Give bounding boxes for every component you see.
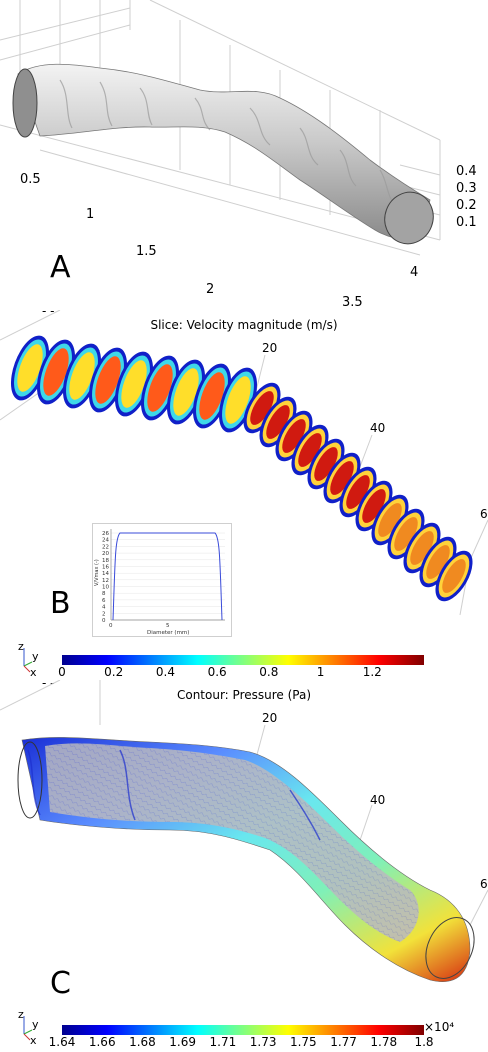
inset-ytick: 16 bbox=[102, 565, 109, 571]
colorbar-tick-label: 1.66 bbox=[88, 1035, 116, 1049]
inset-ylabel: V/Vmax (-) bbox=[94, 559, 100, 586]
velocity-slice bbox=[259, 396, 297, 448]
inset-ytick: 0 bbox=[102, 618, 106, 624]
pressure-contour-lines bbox=[45, 743, 419, 942]
colorbar-tick-label: 1.73 bbox=[249, 1035, 277, 1049]
axis-z-label: z bbox=[18, 1008, 24, 1021]
inset-ytick: 12 bbox=[102, 578, 109, 584]
inset-ytick: 22 bbox=[102, 544, 109, 550]
path-tick-label: 40 bbox=[370, 421, 385, 435]
velocity-slice bbox=[307, 438, 345, 490]
inset-ytick: 20 bbox=[102, 551, 109, 557]
velocity-slice bbox=[218, 367, 258, 433]
velocity-slice bbox=[371, 494, 409, 546]
velocity-slice bbox=[291, 424, 329, 476]
velocity-slice bbox=[419, 536, 457, 588]
velocity-slice bbox=[243, 382, 281, 434]
inset-ytick: 2 bbox=[102, 611, 106, 617]
axis-tick-label: 0.1 bbox=[456, 215, 477, 230]
velocity-slice bbox=[403, 522, 441, 574]
inlet-cap bbox=[12, 68, 38, 138]
plot-title: Contour: Pressure (Pa) bbox=[176, 688, 312, 702]
inset-ytick: 8 bbox=[102, 591, 106, 597]
axis-y-label: y bbox=[32, 650, 39, 663]
inset-ytick: 18 bbox=[102, 558, 109, 564]
inset-xtick: 5 bbox=[166, 623, 170, 629]
velocity-slice bbox=[339, 466, 377, 518]
velocity-profile-inset: 26 24 22 20 18 16 14 12 10 8 6 4 2 0 0 5 Diameter (mm… bbox=[92, 523, 232, 637]
axis-tick-label: 0.4 bbox=[456, 164, 477, 179]
colorbar-tick-label: 1.2 bbox=[362, 665, 382, 679]
colorbar-tick-label: 0.8 bbox=[259, 665, 279, 679]
colorbar-tick-label: 0 bbox=[58, 665, 66, 679]
clipped-tick-label: - - bbox=[42, 310, 55, 318]
velocity-slice bbox=[323, 452, 361, 504]
inset-xlabel: Diameter (mm) bbox=[147, 630, 189, 636]
panel-a-geometry: 0.5 1 1.5 2 0.4 0.3 0.2 0.1 4 3.5 A bbox=[0, 0, 488, 310]
inset-ytick: 6 bbox=[102, 598, 106, 604]
axes-triad: z y x bbox=[18, 1008, 46, 1047]
colorbar-tick-label: 1.68 bbox=[129, 1035, 156, 1049]
axis-tick-label: 4 bbox=[410, 265, 418, 280]
panel-letter-c: C bbox=[50, 966, 71, 1001]
path-tick-label: 6 bbox=[480, 877, 488, 891]
clipped-tick-label: - - bbox=[42, 680, 55, 690]
inset-ytick: 10 bbox=[102, 585, 109, 591]
inset-ytick: 14 bbox=[102, 571, 109, 577]
pressure-colorbar bbox=[62, 1025, 424, 1035]
inset-xtick: 0 bbox=[109, 623, 113, 629]
velocity-slice bbox=[355, 480, 393, 532]
panel-a-3d-view: 0.5 1 1.5 2 0.4 0.3 0.2 0.1 4 3.5 bbox=[0, 0, 477, 310]
colorbar-tick-label: 1.8 bbox=[414, 1035, 434, 1049]
colorbar-tick-label: 0.6 bbox=[207, 665, 227, 679]
panel-letter-b: B bbox=[50, 586, 71, 621]
axis-tick-label: 2 bbox=[206, 282, 214, 297]
axis-tick-label: 1.5 bbox=[136, 244, 157, 259]
plot-title: Slice: Velocity magnitude (m/s) bbox=[150, 318, 338, 332]
vessel-shape bbox=[17, 63, 431, 240]
axis-tick-label: 0.3 bbox=[456, 181, 477, 196]
inset-ytick: 24 bbox=[102, 538, 109, 544]
inset-ytick: 26 bbox=[102, 531, 109, 537]
path-tick-label: 20 bbox=[262, 341, 277, 355]
colorbar-tick-label: 1.77 bbox=[330, 1035, 357, 1049]
colorbar-tick-label: 1.75 bbox=[289, 1035, 317, 1049]
outlet-cap bbox=[384, 191, 434, 245]
axes-triad: z y x bbox=[18, 640, 46, 679]
velocity-slice bbox=[435, 550, 473, 602]
axis-x-label: x bbox=[30, 1034, 37, 1044]
path-tick-label: 6 bbox=[480, 507, 488, 521]
colorbar-tick-label: 1.78 bbox=[370, 1035, 398, 1049]
axis-tick-label: 1 bbox=[86, 207, 94, 222]
axis-tick-label: 0.5 bbox=[20, 172, 41, 187]
colorbar-tick-label: 1 bbox=[316, 665, 325, 679]
colorbar-tick-label: 1.64 bbox=[48, 1035, 76, 1049]
panel-b-velocity: Slice: Velocity magnitude (m/s) - - 20 4… bbox=[0, 310, 488, 680]
panel-letter-a: A bbox=[50, 250, 71, 285]
colorbar-tick-label: 1.71 bbox=[209, 1035, 237, 1049]
axis-x-label: x bbox=[30, 666, 37, 676]
velocity-slices bbox=[10, 335, 473, 602]
path-tick-label: 20 bbox=[262, 711, 277, 725]
colorbar-tick-label: 0.2 bbox=[104, 665, 124, 679]
axis-y-label: y bbox=[32, 1018, 39, 1031]
velocity-slice bbox=[387, 508, 425, 560]
colorbar-exponent: ×10⁴ bbox=[424, 1020, 455, 1034]
panel-c-3d-view: 20 40 6 bbox=[0, 680, 488, 982]
velocity-slice bbox=[275, 410, 313, 462]
panel-b-3d-view: 20 40 6 bbox=[0, 310, 488, 616]
inlet-cap bbox=[17, 741, 43, 819]
inset-ytick: 4 bbox=[102, 605, 106, 611]
velocity-colorbar bbox=[62, 655, 424, 665]
axis-tick-label: 0.2 bbox=[456, 198, 477, 213]
path-tick-label: 40 bbox=[370, 793, 385, 807]
panel-c-pressure: Contour: Pressure (Pa) - - bbox=[0, 680, 488, 1052]
outlet-cap bbox=[425, 917, 475, 979]
colorbar-tick-label: 1.69 bbox=[169, 1035, 197, 1049]
axis-z-label: z bbox=[18, 640, 24, 653]
colorbar-tick-label: 0.4 bbox=[155, 665, 175, 679]
axis-tick-label: 3.5 bbox=[342, 295, 363, 310]
